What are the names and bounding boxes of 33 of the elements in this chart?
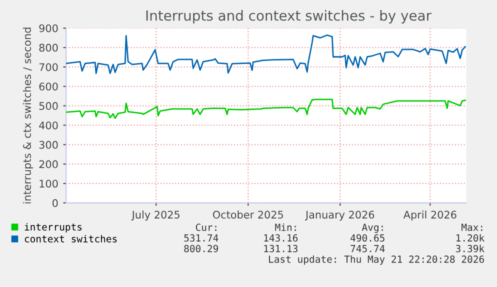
text: 131.13 (264, 244, 298, 252)
chart-title: Interrupts and context switches - by year (146, 10, 432, 24)
y-tick-label: 600 (39, 82, 58, 90)
text: Avg: (362, 224, 383, 233)
text: Max: (462, 224, 482, 232)
y-tick-label: 300 (39, 140, 58, 149)
y-tick-label: 100 (40, 180, 58, 188)
y-tick-label: 200 (39, 160, 58, 168)
line-series (66, 34, 466, 74)
text: 745.74 (350, 245, 385, 252)
y-tick-label: 800 (39, 44, 58, 52)
x-tick-label: January 2026 (304, 210, 374, 221)
text: Cur: (196, 224, 216, 232)
x-tick-label: October 2025 (212, 210, 283, 219)
x-tick-label: July 2025 (131, 210, 180, 221)
text: Last update: Thu May 21 22:20:28 2026 (269, 255, 484, 265)
y-tick-label: 500 (39, 102, 58, 110)
legend-label: interrupts (24, 223, 82, 232)
y-axis-title: interrupts & ctx switches / second (22, 28, 34, 204)
y-tick-label: 700 (39, 63, 58, 72)
x-tick-label: April 2026 (403, 210, 456, 221)
line-series (66, 98, 466, 119)
text: 531.74 (184, 234, 218, 242)
text: 1.20k (456, 234, 484, 242)
y-tick-label: 0 (52, 199, 58, 208)
text: 490.65 (350, 234, 384, 242)
text: 143.16 (264, 234, 298, 242)
text: 800.29 (184, 244, 218, 252)
y-tick-label: 900 (39, 24, 58, 32)
legend-label: context switches (24, 234, 117, 242)
y-tick-label: 400 (39, 121, 58, 130)
text: Min: (275, 223, 296, 231)
text: 3.39k (456, 244, 484, 252)
